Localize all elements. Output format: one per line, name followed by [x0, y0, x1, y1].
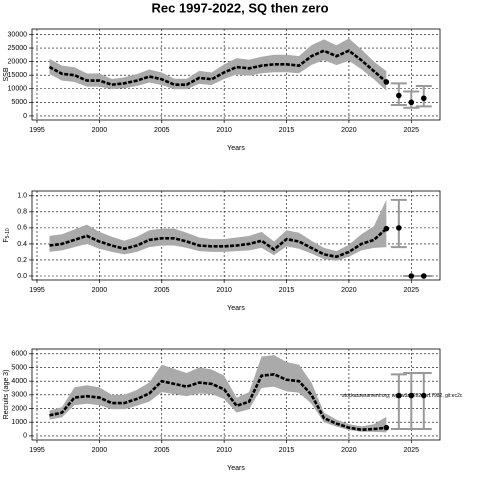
y-tick-label: 2000 — [11, 405, 27, 412]
y-tick-label: 0.6 — [17, 225, 27, 232]
x-tick-label: 2010 — [216, 287, 232, 294]
x-tick-label: 2000 — [92, 287, 108, 294]
forecast-point — [420, 95, 427, 102]
y-tick-label: 6000 — [11, 351, 27, 358]
x-tick-label: 2025 — [404, 287, 420, 294]
plot-frame — [31, 348, 441, 441]
y-tick-label: 0 — [23, 113, 27, 120]
forecast-point — [396, 92, 402, 99]
y-tick-label: 0.2 — [17, 257, 27, 264]
y-tick-label: 5000 — [11, 99, 27, 106]
y-tick-label: 15000 — [8, 72, 28, 79]
y-axis-label-subscript: 5-10 — [5, 228, 11, 238]
x-tick-label: 2000 — [92, 127, 108, 134]
x-tick-label: 1995 — [29, 447, 45, 454]
y-tick-label: 0.4 — [17, 241, 27, 248]
x-tick-label: 1995 — [29, 287, 45, 294]
y-tick-label: 10000 — [8, 86, 28, 93]
plot-frame — [31, 28, 441, 121]
forecast-point — [408, 273, 415, 279]
x-tick-label: 2005 — [154, 447, 170, 454]
confidence-band — [49, 199, 387, 261]
forecast-point — [408, 392, 415, 399]
y-axis-label: F5-10 — [3, 228, 11, 243]
plot-frame — [31, 190, 441, 281]
y-tick-label: 3000 — [11, 392, 27, 399]
end-point — [383, 225, 390, 232]
estimate-line — [49, 372, 387, 432]
y-tick-label: 25000 — [8, 45, 28, 52]
chart-title: Rec 1997-2022, SQ then zero — [151, 0, 328, 15]
forecast-point — [420, 392, 427, 399]
x-tick-label: 2015 — [279, 287, 295, 294]
y-tick-label: 1000 — [11, 419, 27, 426]
x-tick-label: 2015 — [279, 127, 295, 134]
y-tick-label: 4000 — [11, 378, 27, 385]
forecast-point — [396, 392, 402, 399]
x-tick-label: 2025 — [404, 127, 420, 134]
end-point — [383, 424, 390, 431]
confidence-band — [49, 38, 387, 91]
annotation: stockassessment.org, wg_w3a_2024, r17932… — [342, 393, 463, 399]
forecast-point — [408, 99, 415, 106]
x-tick-label: 2020 — [341, 447, 357, 454]
estimate-line — [49, 227, 388, 259]
y-axis-label-main: SSB — [3, 67, 10, 81]
y-axis-label-main: Recruits (age 3) — [3, 370, 10, 420]
x-tick-label: 2005 — [154, 127, 170, 134]
y-axis-label: SSB — [3, 67, 10, 81]
x-tick-label: 2015 — [279, 447, 295, 454]
y-axis-label-main: F — [3, 238, 10, 242]
y-tick-label: 0.8 — [17, 209, 27, 216]
forecast-point — [396, 225, 402, 231]
x-tick-label: 2010 — [216, 447, 232, 454]
x-tick-label: 1995 — [29, 127, 45, 134]
x-tick-label: 2025 — [404, 447, 420, 454]
x-axis-label: Years — [227, 145, 245, 152]
x-tick-label: 2020 — [341, 287, 357, 294]
y-tick-label: 1.0 — [17, 193, 27, 200]
x-tick-label: 2005 — [154, 287, 170, 294]
confidence-band — [49, 355, 387, 433]
x-tick-label: 2020 — [341, 127, 357, 134]
x-tick-label: 2000 — [92, 447, 108, 454]
y-tick-label: 5000 — [11, 364, 27, 371]
y-axis-label: Recruits (age 3) — [3, 370, 10, 420]
y-tick-label: 20000 — [8, 58, 28, 65]
y-tick-label: 0 — [23, 433, 27, 440]
end-point — [383, 79, 390, 85]
y-tick-label: 30000 — [8, 31, 28, 38]
estimate-line — [48, 49, 388, 87]
x-tick-label: 2010 — [216, 127, 232, 134]
x-axis-label: Years — [227, 465, 245, 472]
y-tick-label: 0.0 — [17, 273, 27, 280]
forecast-point — [420, 273, 427, 279]
x-axis-label: Years — [227, 305, 245, 312]
